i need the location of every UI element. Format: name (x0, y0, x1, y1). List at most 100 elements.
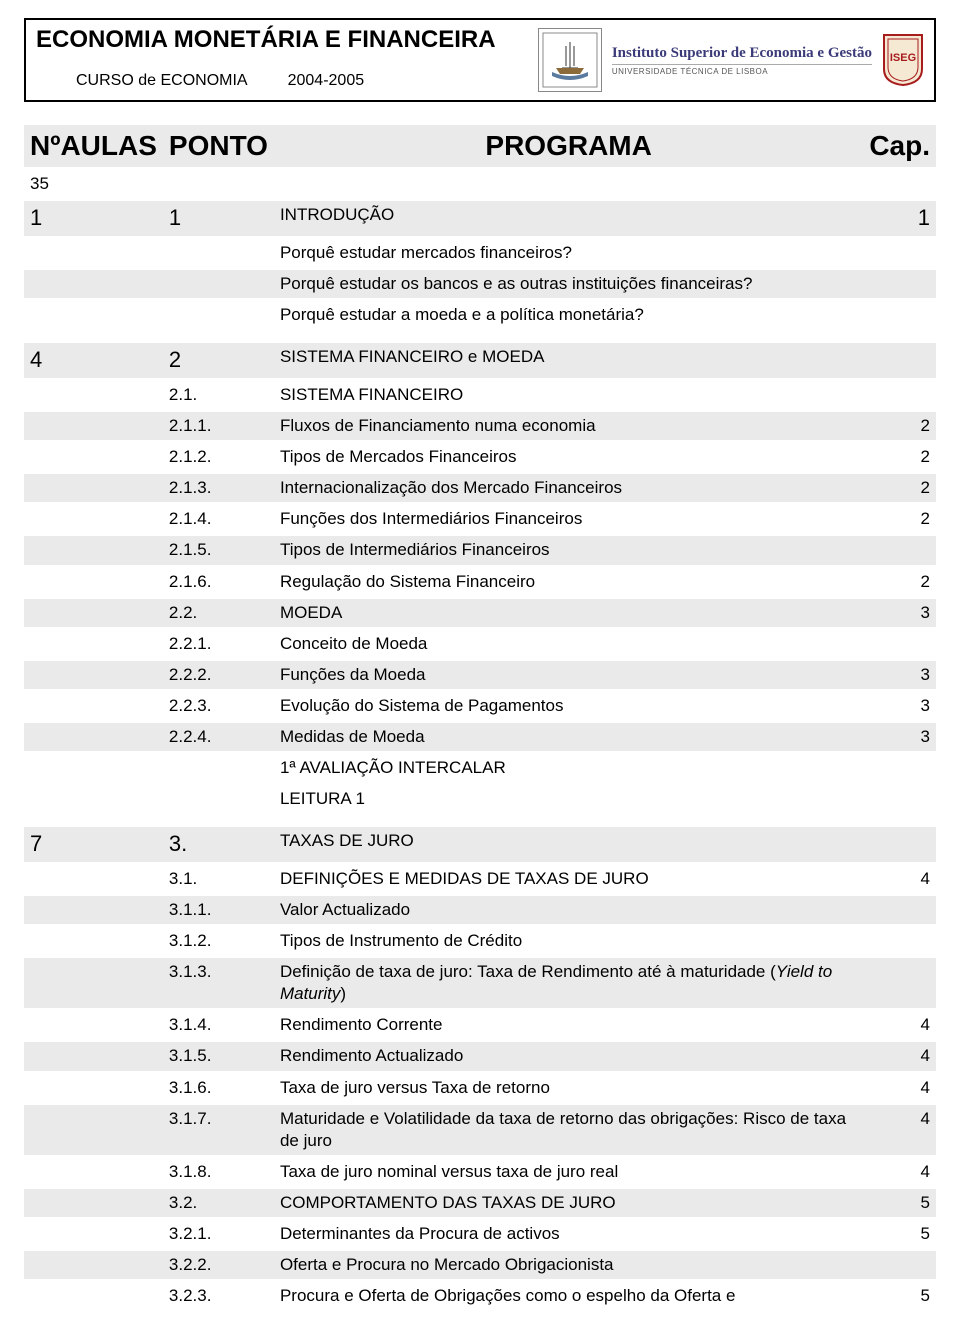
cell-aulas (24, 692, 163, 720)
table-row: 3.1.4.Rendimento Corrente4 (24, 1011, 936, 1039)
table-row: Porquê estudar a moeda e a política mone… (24, 301, 936, 329)
cell-cap (863, 343, 936, 378)
cell-ponto: 3.1.2. (163, 927, 274, 955)
table-row: 3.1.2.Tipos de Instrumento de Crédito (24, 927, 936, 955)
cell-ponto (163, 270, 274, 298)
cell-programa: Porquê estudar os bancos e as outras ins… (274, 270, 863, 298)
table-row: 11INTRODUÇÃO1 (24, 201, 936, 236)
cell-aulas (24, 1011, 163, 1039)
cell-programa: LEITURA 1 (274, 785, 863, 813)
cell-programa: MOEDA (274, 599, 863, 627)
cell-aulas (24, 1251, 163, 1279)
cell-programa: Taxa de juro nominal versus taxa de juro… (274, 1158, 863, 1186)
cell-aulas: 35 (24, 170, 163, 198)
cell-programa: Porquê estudar a moeda e a política mone… (274, 301, 863, 329)
cell-aulas (24, 1105, 163, 1155)
cell-aulas (24, 1220, 163, 1248)
cell-aulas (24, 443, 163, 471)
table-row: 3.2.1.Determinantes da Procura de activo… (24, 1220, 936, 1248)
cell-ponto: 3. (163, 827, 274, 862)
header-inner: ECONOMIA MONETÁRIA E FINANCEIRA CURSO de… (26, 20, 934, 100)
cell-aulas (24, 723, 163, 751)
cell-cap: 2 (863, 412, 936, 440)
cell-programa: DEFINIÇÕES E MEDIDAS DE TAXAS DE JURO (274, 865, 863, 893)
table-row: 2.1.4.Funções dos Intermediários Finance… (24, 505, 936, 533)
cell-cap (863, 958, 936, 1008)
cell-programa: SISTEMA FINANCEIRO (274, 381, 863, 409)
cell-ponto: 3.1. (163, 865, 274, 893)
cell-programa: Tipos de Mercados Financeiros (274, 443, 863, 471)
cell-programa: Medidas de Moeda (274, 723, 863, 751)
cell-aulas (24, 568, 163, 596)
cell-aulas (24, 1282, 163, 1310)
cell-cap: 4 (863, 1105, 936, 1155)
cell-programa: TAXAS DE JURO (274, 827, 863, 862)
table-row: 3.1.DEFINIÇÕES E MEDIDAS DE TAXAS DE JUR… (24, 865, 936, 893)
col-programa: PROGRAMA (274, 125, 863, 167)
cell-programa: SISTEMA FINANCEIRO e MOEDA (274, 343, 863, 378)
cell-ponto: 2.1. (163, 381, 274, 409)
cell-aulas (24, 927, 163, 955)
table-row: Porquê estudar mercados financeiros? (24, 239, 936, 267)
cell-cap: 4 (863, 865, 936, 893)
table-row: 35 (24, 170, 936, 198)
cell-ponto: 3.2.2. (163, 1251, 274, 1279)
table-row: 3.1.1.Valor Actualizado (24, 896, 936, 924)
spacer-cell (24, 332, 936, 340)
table-row: 2.2.3.Evolução do Sistema de Pagamentos3 (24, 692, 936, 720)
cell-programa: Regulação do Sistema Financeiro (274, 568, 863, 596)
table-row: 2.1.5.Tipos de Intermediários Financeiro… (24, 536, 936, 564)
header-frame: ECONOMIA MONETÁRIA E FINANCEIRA CURSO de… (24, 18, 936, 102)
table-row: 2.2.2.Funções da Moeda3 (24, 661, 936, 689)
institute-name: Instituto Superior de Economia e Gestão (612, 45, 872, 62)
cell-programa: Valor Actualizado (274, 896, 863, 924)
page-root: ECONOMIA MONETÁRIA E FINANCEIRA CURSO de… (0, 0, 960, 1337)
cell-cap (863, 301, 936, 329)
cell-cap: 3 (863, 692, 936, 720)
cell-aulas: 1 (24, 201, 163, 236)
cell-programa: Funções dos Intermediários Financeiros (274, 505, 863, 533)
cell-cap: 2 (863, 474, 936, 502)
cell-ponto: 3.1.8. (163, 1158, 274, 1186)
cell-cap (863, 170, 936, 198)
table-row: 2.1.1.Fluxos de Financiamento numa econo… (24, 412, 936, 440)
table-row: 3.1.5.Rendimento Actualizado4 (24, 1042, 936, 1070)
cell-ponto: 3.2. (163, 1189, 274, 1217)
institute-sub: UNIVERSIDADE TÉCNICA DE LISBOA (612, 67, 872, 76)
course-label: CURSO de ECONOMIA (76, 72, 248, 90)
cell-programa: Tipos de Instrumento de Crédito (274, 927, 863, 955)
cell-programa: Taxa de juro versus Taxa de retorno (274, 1074, 863, 1102)
cell-ponto (163, 754, 274, 782)
cell-cap: 2 (863, 568, 936, 596)
col-ponto: PONTO (163, 125, 274, 167)
cell-ponto: 2.2. (163, 599, 274, 627)
cell-programa: Funções da Moeda (274, 661, 863, 689)
cell-programa: Rendimento Actualizado (274, 1042, 863, 1070)
table-row: 2.1.3.Internacionalização dos Mercado Fi… (24, 474, 936, 502)
cell-cap: 5 (863, 1189, 936, 1217)
cell-programa: Procura e Oferta de Obrigações como o es… (274, 1282, 863, 1310)
table-row (24, 816, 936, 824)
content-area: NºAULAS PONTO PROGRAMA Cap. 3511INTRODUÇ… (24, 122, 936, 1313)
course-title: ECONOMIA MONETÁRIA E FINANCEIRA (36, 26, 518, 54)
table-row: 2.1.SISTEMA FINANCEIRO (24, 381, 936, 409)
col-aulas: NºAULAS (24, 125, 163, 167)
cell-cap: 3 (863, 599, 936, 627)
cell-aulas (24, 661, 163, 689)
cell-ponto: 3.1.4. (163, 1011, 274, 1039)
cell-ponto: 3.1.3. (163, 958, 274, 1008)
cell-ponto: 2.1.5. (163, 536, 274, 564)
shield-logo-icon: ISEG (882, 33, 924, 87)
cell-programa: Fluxos de Financiamento numa economia (274, 412, 863, 440)
cell-programa: Determinantes da Procura de activos (274, 1220, 863, 1248)
table-row: 3.2.3.Procura e Oferta de Obrigações com… (24, 1282, 936, 1310)
table-row: 2.2.MOEDA3 (24, 599, 936, 627)
cell-ponto (163, 239, 274, 267)
program-table: NºAULAS PONTO PROGRAMA Cap. 3511INTRODUÇ… (24, 122, 936, 1313)
cell-ponto: 3.1.6. (163, 1074, 274, 1102)
table-row: 2.2.4.Medidas de Moeda3 (24, 723, 936, 751)
cell-ponto: 2.1.6. (163, 568, 274, 596)
cell-ponto: 3.2.1. (163, 1220, 274, 1248)
cell-cap: 4 (863, 1011, 936, 1039)
cell-ponto: 2.1.3. (163, 474, 274, 502)
